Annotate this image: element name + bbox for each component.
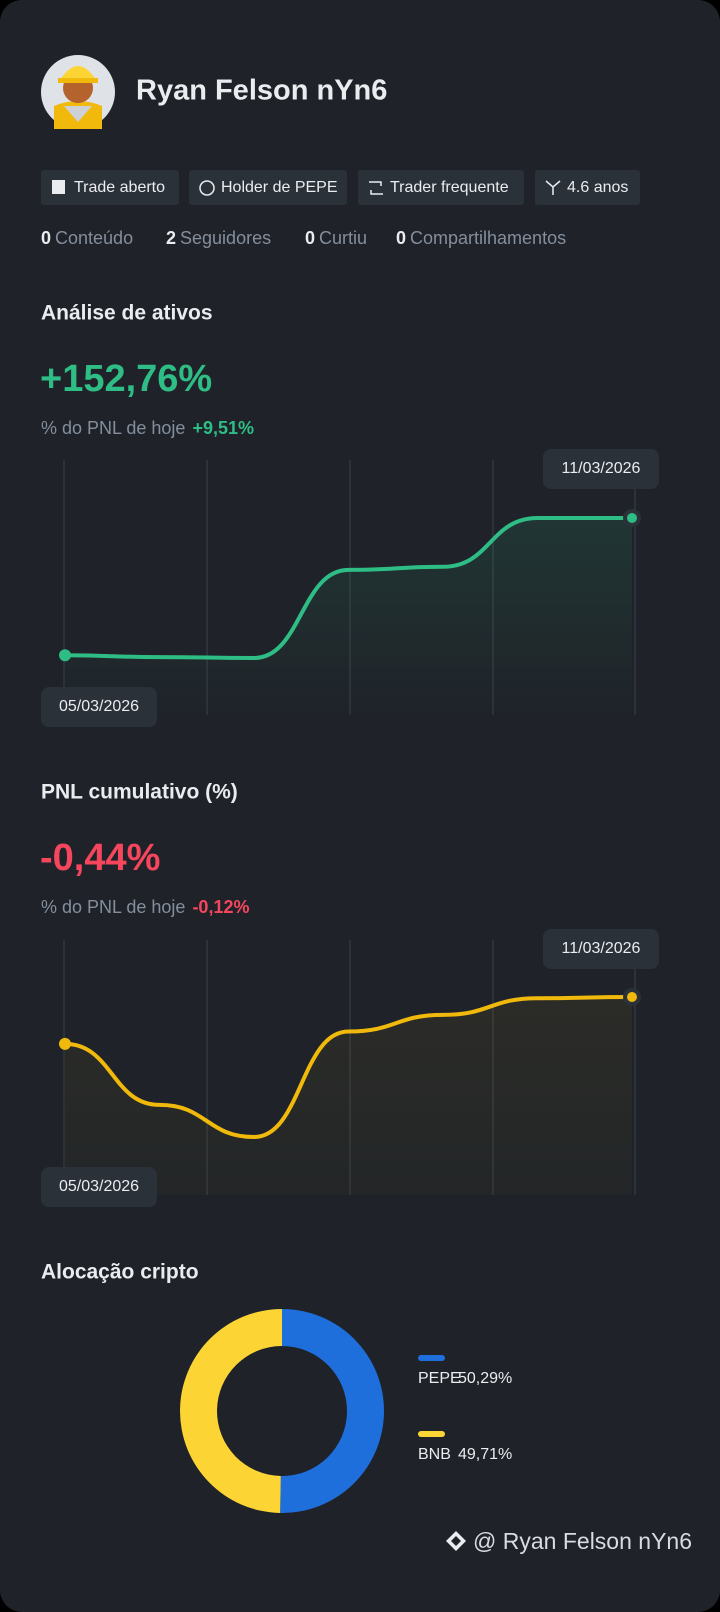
badge [189, 170, 347, 205]
end-point [59, 1037, 71, 1050]
date-pill [41, 1167, 157, 1207]
date-pill [543, 929, 659, 969]
legend-label: PEPE [418, 1370, 461, 1387]
end-point [627, 513, 637, 523]
today-row: % do PNL de hoje +9,51% [41, 418, 254, 438]
end-point [627, 992, 637, 1002]
date-label: 05/03/2026 [59, 1178, 139, 1195]
legend-value: 49,71% [458, 1446, 512, 1463]
legend-swatch [418, 1431, 445, 1437]
legend-value: 50,29% [458, 1370, 512, 1387]
user-name: Ryan Felson nYn6 [136, 75, 387, 107]
end-point [59, 649, 71, 662]
stat-label: Seguidores [180, 228, 271, 248]
today-row: % do PNL de hoje -0,12% [41, 897, 249, 917]
today-label: % do PNL de hoje [41, 897, 185, 917]
badge-icon [545, 180, 561, 195]
badge-icon [369, 181, 383, 195]
today-label: % do PNL de hoje [41, 418, 185, 438]
section-title: Alocação cripto [41, 1261, 199, 1284]
stats-row: 0 Conteúdo 2 Seguidores 0 Curtiu 0 Compartil… [41, 228, 566, 248]
stat-count: 0 [41, 228, 51, 248]
badge-label: Trade aberto [74, 179, 165, 196]
date-label: 05/03/2026 [59, 698, 139, 715]
date-pill [543, 449, 659, 489]
stat-count: 0 [396, 228, 406, 248]
date-label: 11/03/2026 [562, 460, 641, 477]
date-pill [41, 687, 157, 727]
donut-segment [280, 1308, 385, 1514]
badge [535, 170, 640, 205]
donut-segment [180, 1309, 282, 1513]
logo [446, 1531, 466, 1551]
badge-label: 4.6 anos [567, 179, 628, 196]
stat-label: Conteúdo [55, 228, 133, 248]
stat-count: 0 [305, 228, 315, 248]
line [63, 515, 634, 661]
today-value: -0,12% [192, 897, 249, 917]
badge [41, 170, 179, 205]
badge-icon [52, 180, 65, 194]
today-value: +9,51% [192, 418, 254, 438]
legend-label: BNB [418, 1446, 451, 1463]
date-label: 11/03/2026 [562, 940, 641, 957]
line [63, 995, 634, 1140]
badge-label: Holder de PEPE [221, 179, 338, 196]
section-title: Análise de ativos [41, 302, 213, 325]
section-title: PNL cumulativo (%) [41, 781, 238, 804]
stat-label: Curtiu [319, 228, 367, 248]
badge-icon [199, 180, 215, 196]
line-area [65, 518, 632, 715]
badge-label: Trader frequente [390, 179, 509, 196]
footer-handle: @ Ryan Felson nYn6 [473, 1528, 692, 1554]
legend-swatch [418, 1355, 445, 1361]
stat-label: Compartilhamentos [410, 228, 566, 248]
badge [358, 170, 524, 205]
pnl-value: +152,76% [40, 358, 212, 400]
avatar [41, 55, 115, 129]
stat-count: 2 [166, 228, 176, 248]
pnl-value: -0,44% [40, 837, 160, 879]
line-area [65, 997, 632, 1195]
